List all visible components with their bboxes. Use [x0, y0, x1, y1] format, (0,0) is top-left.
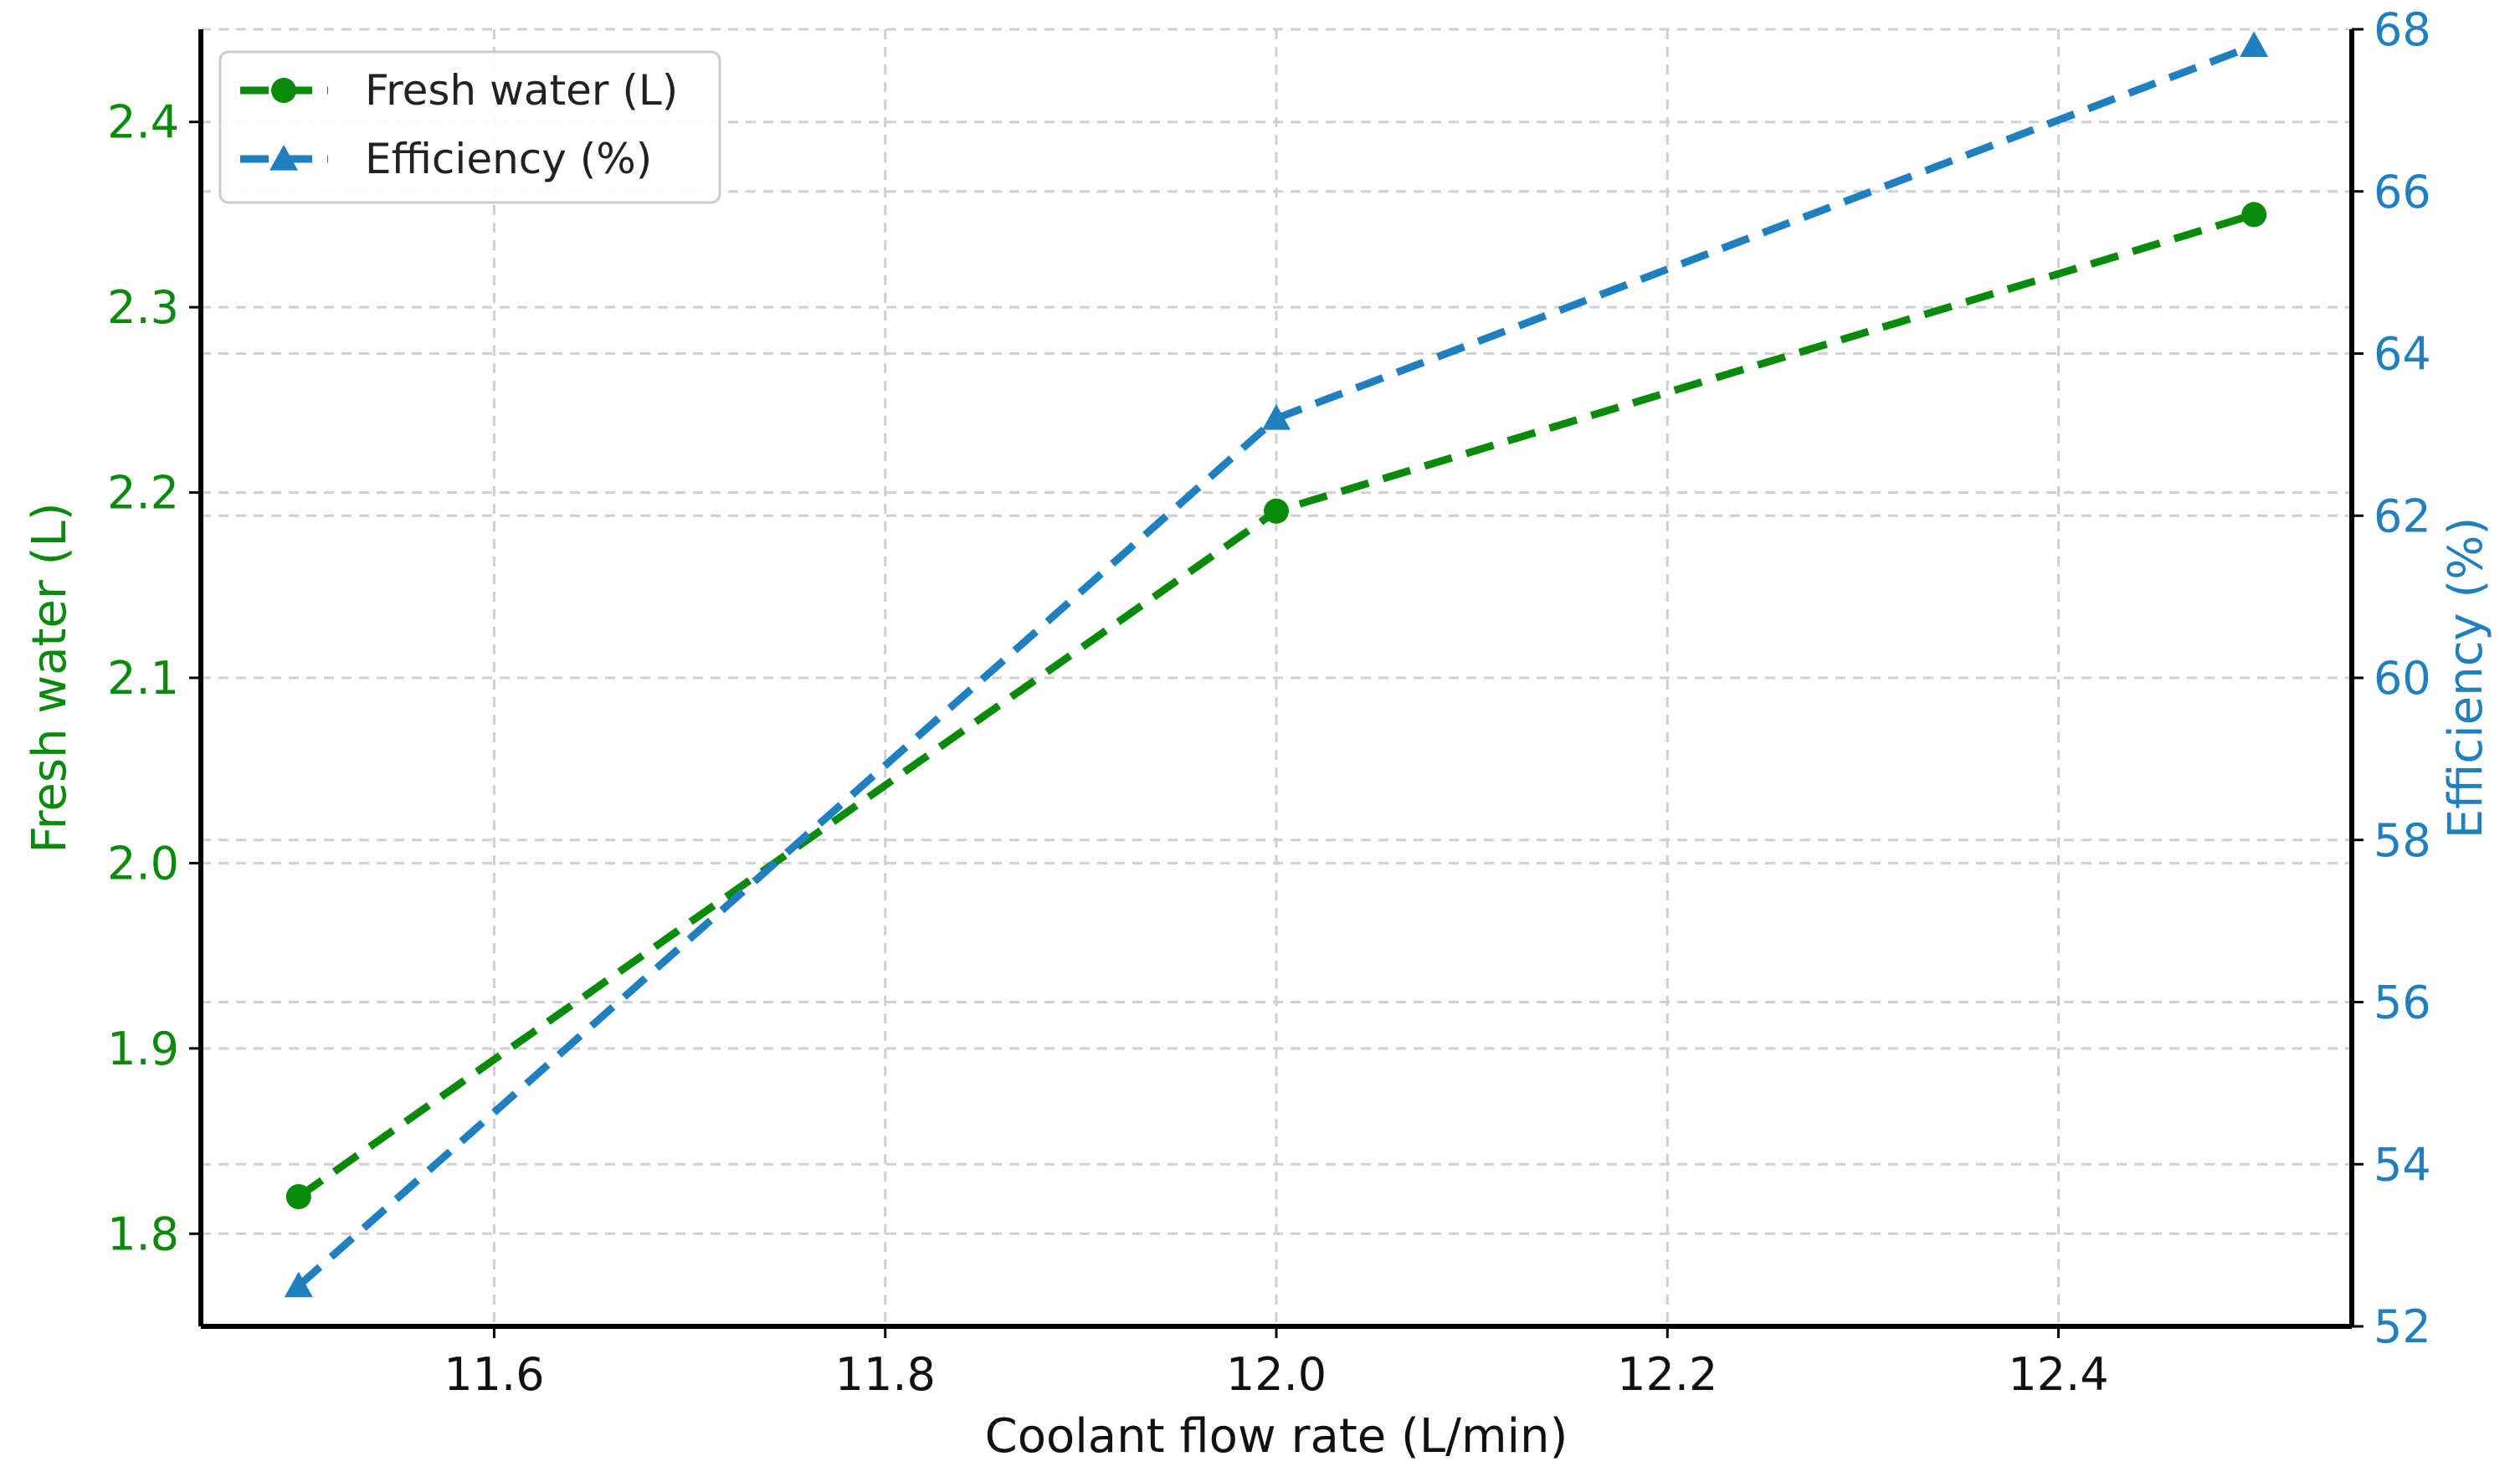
grid [201, 28, 2352, 1328]
y-right-tick-label: 68 [2374, 3, 2431, 56]
y-right-tick-label: 66 [2374, 166, 2431, 218]
data-point-triangle [1262, 404, 1291, 430]
tick-labels: 11.6 11.8 12.0 12.2 12.4 1.8 1.9 2.0 2.1 2.2 2.3 2.… [107, 3, 2431, 1401]
data-point-triangle [269, 145, 298, 171]
data-point-circle [1264, 498, 1289, 524]
legend-box [218, 50, 721, 204]
y-right-tick-label: 58 [2374, 814, 2431, 867]
x-tick-label: 12.4 [2008, 1348, 2108, 1401]
y-left-tick-label: 2.0 [107, 837, 179, 890]
series-2 [284, 31, 2269, 1298]
series-1 [285, 202, 2267, 1209]
y-left-tick-label: 1.8 [107, 1208, 179, 1260]
x-axis-title: Coolant flow rate (L/min) [985, 1409, 1568, 1464]
legend-item: Fresh water (L) [240, 66, 678, 115]
data-point-circle [285, 1184, 311, 1209]
x-tick-label: 12.2 [1617, 1348, 1717, 1401]
y-right-tick-label: 52 [2374, 1300, 2431, 1353]
y-right-tick-label: 60 [2374, 652, 2431, 705]
y-left-tick-label: 2.3 [107, 281, 179, 334]
y-left-tick-label: 1.9 [107, 1023, 179, 1075]
y-left-tick-label: 2.1 [107, 652, 179, 705]
legend: Fresh water (L) Efficiency (%) [218, 50, 721, 204]
y-left-tick-label: 2.2 [107, 467, 179, 520]
y-axis-right-title: Efficiency (%) [2439, 517, 2493, 839]
data-point-triangle [2240, 31, 2269, 57]
y-axis-left-title: Fresh water (L) [23, 502, 77, 853]
x-tick-label: 11.8 [835, 1348, 936, 1401]
data-point-circle [271, 78, 296, 103]
y-left-tick-label: 2.4 [107, 96, 179, 149]
x-tick-label: 12.0 [1226, 1348, 1327, 1401]
legend-item: Efficiency (%) [240, 135, 652, 183]
legend-label: Efficiency (%) [365, 135, 652, 183]
series-lines [284, 31, 2269, 1298]
data-point-circle [2241, 202, 2267, 228]
data-point-triangle [284, 1271, 313, 1298]
legend-label: Fresh water (L) [365, 66, 678, 115]
y-right-tick-label: 64 [2374, 328, 2431, 381]
y-right-tick-label: 54 [2374, 1138, 2431, 1191]
x-tick-label: 11.6 [444, 1348, 544, 1401]
y-right-tick-label: 56 [2374, 977, 2431, 1029]
axes [189, 28, 2363, 1338]
y-right-tick-label: 62 [2374, 490, 2431, 542]
